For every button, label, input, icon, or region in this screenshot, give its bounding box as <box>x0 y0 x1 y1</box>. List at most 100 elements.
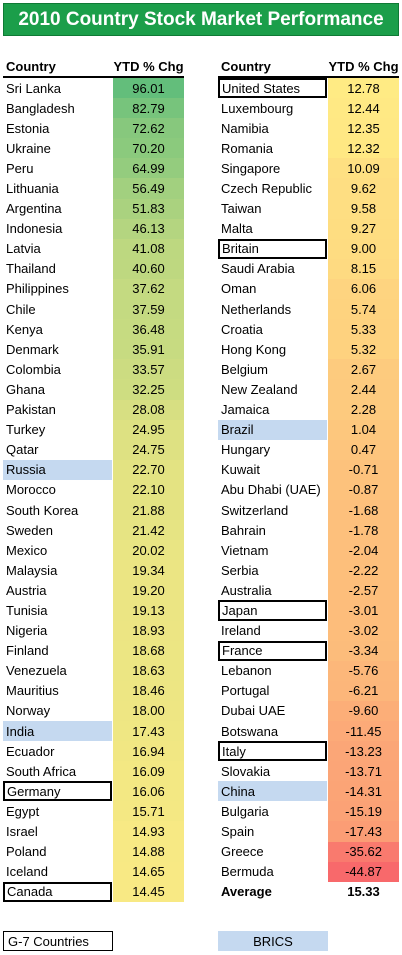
table-row: Russia 22.70 <box>3 459 184 480</box>
table-row: Iceland 14.65 <box>3 861 184 882</box>
country-cell: Philippines <box>6 281 69 297</box>
table-row: Latvia 41.08 <box>3 238 184 259</box>
table-row: Malaysia 19.34 <box>3 560 184 581</box>
table-row: Israel 14.93 <box>3 821 184 842</box>
ytd-value-cell: 9.00 <box>328 238 399 259</box>
left-table: Country YTD % Chg Sri Lanka 96.01 Banglade… <box>3 58 184 902</box>
ytd-value-cell: 19.13 <box>113 600 184 621</box>
country-cell: Kenya <box>6 321 43 337</box>
ytd-value-cell: -9.60 <box>328 700 399 721</box>
country-cell: Czech Republic <box>221 181 313 197</box>
average-label: Average <box>221 884 272 900</box>
country-cell: Greece <box>221 844 264 860</box>
country-header: Country <box>6 59 56 74</box>
table-row: Ecuador 16.94 <box>3 741 184 762</box>
country-cell: Ghana <box>6 381 46 397</box>
table-row: Slovakia -13.71 <box>218 761 399 782</box>
ytd-value-cell: 2.44 <box>328 379 399 400</box>
country-cell: Thailand <box>6 261 56 277</box>
ytd-value-cell: 5.32 <box>328 339 399 360</box>
country-cell: Japan <box>218 600 327 621</box>
country-cell: Latvia <box>6 241 41 257</box>
ytd-header: YTD % Chg <box>113 59 184 74</box>
table-row: Bulgaria -15.19 <box>218 801 399 822</box>
table-row: France -3.34 <box>218 640 399 661</box>
table-row: Brazil 1.04 <box>218 419 399 440</box>
table-row: Denmark 35.91 <box>3 339 184 360</box>
country-cell: Nigeria <box>6 623 48 639</box>
country-cell: Kuwait <box>221 462 261 478</box>
ytd-value-cell: 70.20 <box>113 138 184 159</box>
ytd-value-cell: -0.87 <box>328 479 399 500</box>
table-row: Philippines 37.62 <box>3 278 184 300</box>
ytd-value-cell: -2.04 <box>328 540 399 561</box>
country-cell: Argentina <box>6 201 62 217</box>
country-cell: China <box>218 781 327 802</box>
table-row: Sweden 21.42 <box>3 520 184 541</box>
table-row: Kenya 36.48 <box>3 319 184 340</box>
country-cell: Lithuania <box>6 181 59 197</box>
country-cell: Colombia <box>6 361 61 377</box>
ytd-value-cell: 0.47 <box>328 439 399 460</box>
country-cell: Saudi Arabia <box>221 261 295 277</box>
ytd-value-cell: 40.60 <box>113 258 184 279</box>
ytd-value-cell: -1.68 <box>328 499 399 521</box>
table-row: Abu Dhabi (UAE) -0.87 <box>218 479 399 500</box>
table-row: Serbia -2.22 <box>218 560 399 581</box>
country-cell: Singapore <box>221 160 281 176</box>
country-cell: Dubai UAE <box>221 703 286 719</box>
country-cell: Sri Lanka <box>6 80 61 96</box>
table-row: Netherlands 5.74 <box>218 299 399 320</box>
country-cell: Slovakia <box>221 763 271 779</box>
ytd-value-cell: -5.76 <box>328 660 399 681</box>
country-cell: Bahrain <box>221 522 266 538</box>
ytd-value-cell: 14.45 <box>113 881 184 902</box>
ytd-value-cell: -11.45 <box>328 721 399 742</box>
ytd-value-cell: -13.23 <box>328 741 399 762</box>
country-cell: Brazil <box>218 419 327 440</box>
ytd-value-cell: 12.44 <box>328 98 399 119</box>
country-cell: Indonesia <box>6 221 63 237</box>
table-row: Portugal -6.21 <box>218 680 399 701</box>
country-cell: Taiwan <box>221 201 262 217</box>
country-cell: Denmark <box>6 341 59 357</box>
table-header: Country YTD % Chg <box>218 58 399 78</box>
country-cell: Turkey <box>6 422 46 438</box>
ytd-value-cell: 22.70 <box>113 459 184 480</box>
table-row: Mexico 20.02 <box>3 540 184 561</box>
country-cell: Switzerland <box>221 502 289 518</box>
ytd-value-cell: 35.91 <box>113 339 184 360</box>
country-cell: Poland <box>6 844 47 860</box>
ytd-value-cell: 12.78 <box>328 78 399 99</box>
table-row: Poland 14.88 <box>3 841 184 862</box>
ytd-value-cell: 6.06 <box>328 278 399 300</box>
country-cell: Hong Kong <box>221 341 287 357</box>
table-row: Italy -13.23 <box>218 741 399 762</box>
ytd-value-cell: 15.71 <box>113 801 184 822</box>
ytd-value-cell: 19.20 <box>113 580 184 601</box>
legend-g7: G-7 Countries <box>3 931 113 951</box>
table-row: Kuwait -0.71 <box>218 459 399 480</box>
table-row: Qatar 24.75 <box>3 439 184 460</box>
right-rows: United States 12.78 Luxembourg 12.44 Namibia… <box>218 78 399 882</box>
country-cell: Finland <box>6 643 49 659</box>
country-cell: Malta <box>221 221 253 237</box>
table-row: Austria 19.20 <box>3 580 184 601</box>
ytd-value-cell: 18.46 <box>113 680 184 701</box>
table-row: Singapore 10.09 <box>218 158 399 179</box>
table-row: Namibia 12.35 <box>218 118 399 139</box>
table-row: Germany 16.06 <box>3 781 184 802</box>
ytd-value-cell: -14.31 <box>328 781 399 802</box>
table-row: Oman 6.06 <box>218 278 399 300</box>
country-cell: Belgium <box>221 361 268 377</box>
ytd-value-cell: 72.62 <box>113 118 184 139</box>
ytd-value-cell: -2.22 <box>328 560 399 581</box>
country-cell: Vietnam <box>221 542 269 558</box>
country-cell: Sweden <box>6 522 53 538</box>
ytd-value-cell: 20.02 <box>113 540 184 561</box>
country-cell: Jamaica <box>221 402 270 418</box>
ytd-value-cell: -1.78 <box>328 520 399 541</box>
country-cell: Namibia <box>221 120 269 136</box>
ytd-value-cell: 51.83 <box>113 198 184 219</box>
ytd-value-cell: 22.10 <box>113 479 184 500</box>
